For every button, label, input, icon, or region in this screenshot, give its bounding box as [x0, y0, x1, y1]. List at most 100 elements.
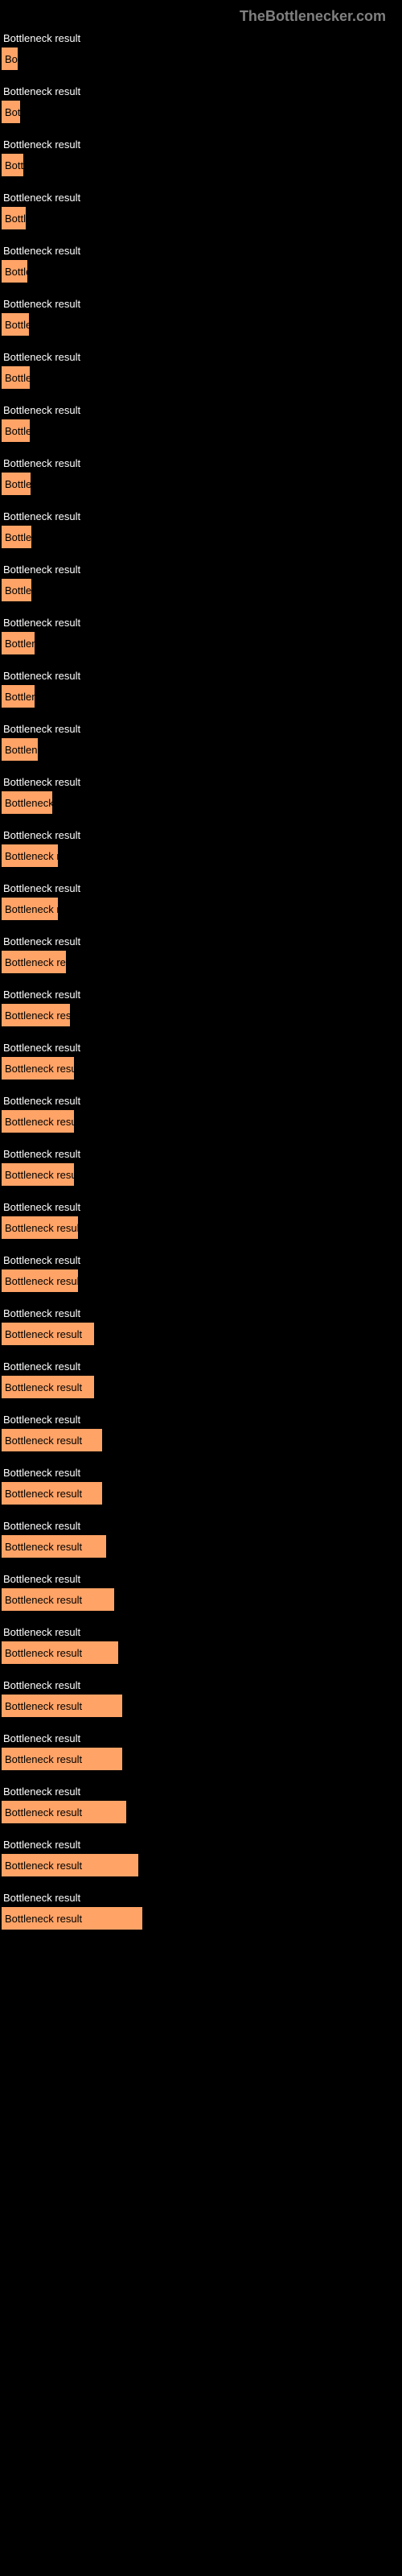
bar: Bottleneck result [2, 1588, 114, 1611]
bar-row: Bottleneck result [2, 1641, 402, 1664]
bar-row: Bottleneck result [2, 1854, 402, 1876]
bar-group: Bottleneck resultBottleneck result [2, 1095, 402, 1148]
bar-label: Bottleneck result [2, 1042, 402, 1054]
bar-row: Bottleneck result [2, 1907, 402, 1930]
bar-label: Bottleneck result [2, 1095, 402, 1107]
bar-label: Bottleneck result [2, 670, 402, 682]
bar-label: Bottleneck result [2, 564, 402, 576]
bar-row: Bottleneck result [2, 1535, 402, 1558]
bar: Bottleneck result [2, 473, 31, 495]
bar-label: Bottleneck result [2, 1307, 402, 1319]
bar-label: Bottleneck result [2, 192, 402, 204]
bar-group: Bottleneck resultBottleneck result [2, 32, 402, 85]
bar: Bottleneck result [2, 366, 30, 389]
bar-label: Bottleneck result [2, 1892, 402, 1904]
bar-label: Bottleneck result [2, 404, 402, 416]
bar-row: Bottleneck result [2, 1429, 402, 1451]
bar-row: Bottleneck result [2, 844, 402, 867]
bar: Bottleneck result [2, 579, 31, 601]
bar-group: Bottleneck result Bottleneck result [2, 1785, 402, 1839]
bar-label: Bottleneck result [2, 989, 402, 1001]
bar: Bottleneck result [2, 526, 31, 548]
bar: Bottleneck result [2, 419, 30, 442]
bar-row: Bottleneck result [2, 791, 402, 814]
bar-row: Bottleneck result [2, 685, 402, 708]
bar-label: Bottleneck result [2, 776, 402, 788]
bar: Bottleneck result [2, 313, 29, 336]
bar-label: Bottleneck result [2, 245, 402, 257]
bar-label: Bottleneck result [2, 1679, 402, 1691]
bar-label: Bottleneck result [2, 723, 402, 735]
bar-row: Bottleneck result [2, 1695, 402, 1717]
bar-label: Bottleneck result [2, 617, 402, 629]
bar-group: Bottleneck resultBottleneck result [2, 829, 402, 882]
bar-group: Bottleneck resultBottleneck result [2, 1201, 402, 1254]
bar-label: Bottleneck result [2, 32, 402, 44]
bar: Bottleneck result [2, 1535, 106, 1558]
bar: Bottleneck result [2, 1269, 78, 1292]
bar: Bottleneck result [2, 738, 38, 761]
bar-row: Bottleneck result [2, 154, 402, 176]
bar-row: Bottleneck result [2, 1323, 402, 1345]
bar: Bottleneck result [2, 1376, 94, 1398]
bar: Bottleneck result [2, 1163, 74, 1186]
bar-group: Bottleneck result Bottleneck result [2, 989, 402, 1042]
bar: Bottleneck result [2, 1907, 142, 1930]
bar-label: Bottleneck result [2, 882, 402, 894]
bar-group: Bottleneck result Bottleneck result [2, 1148, 402, 1201]
bar-row: Bottleneck result [2, 1482, 402, 1505]
bar-group: Bottleneck result Bottleneck result [2, 882, 402, 935]
bar-row: Bottleneck result [2, 1004, 402, 1026]
bar-label: Bottleneck result [2, 1839, 402, 1851]
bar: Bottleneck result [2, 685, 35, 708]
bar-group: Bottleneck result Bottleneck result [2, 670, 402, 723]
bar-row: Bottleneck result [2, 366, 402, 389]
bar-label: Bottleneck result [2, 1520, 402, 1532]
bar-row: Bottleneck result [2, 260, 402, 283]
bar: Bottleneck result [2, 1429, 102, 1451]
bar-row: Bottleneck result [2, 898, 402, 920]
bar-label: Bottleneck result [2, 1414, 402, 1426]
bar-row: Bottleneck result [2, 1057, 402, 1080]
bar-group: Bottleneck result Bottleneck result [2, 1839, 402, 1892]
bar-label: Bottleneck result [2, 1360, 402, 1373]
bar-row: Bottleneck result [2, 632, 402, 654]
bar-label: Bottleneck result [2, 1732, 402, 1744]
bar-label: Bottleneck result [2, 1785, 402, 1798]
bar: Bottleneck result [2, 1854, 138, 1876]
bar-label: Bottleneck result [2, 298, 402, 310]
bar-group: Bottleneck result Bottleneck result [2, 457, 402, 510]
bar-group: Bottleneck result Bottleneck result [2, 1307, 402, 1360]
bar-group: Bottleneck resultBottleneck result [2, 1254, 402, 1307]
bar-label: Bottleneck result [2, 1148, 402, 1160]
bar-group: Bottleneck result Bottleneck result [2, 510, 402, 564]
bar-row: Bottleneck result [2, 473, 402, 495]
bar: Bottleneck result [2, 1641, 118, 1664]
bar-label: Bottleneck result [2, 935, 402, 947]
bar-row: Bottleneck result [2, 1748, 402, 1770]
bar-group: Bottleneck result Bottleneck result [2, 1042, 402, 1095]
bar-row: Bottleneck result [2, 1588, 402, 1611]
bar: Bottleneck result [2, 207, 26, 229]
bar: Bottleneck result [2, 632, 35, 654]
bar-row: Bottleneck result [2, 1801, 402, 1823]
chart-container: Bottleneck result Bottleneck result Bottle… [0, 0, 402, 1945]
bar-label: Bottleneck result [2, 1467, 402, 1479]
bar-label: Bottleneck result [2, 457, 402, 469]
bar: Bottleneck result [2, 1323, 94, 1345]
bar-group: Bottleneck result Bottleneck result [2, 1573, 402, 1626]
bar-group: Bottleneck resultBottleneck result [2, 138, 402, 192]
bar-label: Bottleneck result [2, 351, 402, 363]
bar-label: Bottleneck result [2, 1626, 402, 1638]
bar-label: Bottleneck result [2, 510, 402, 522]
bar-label: Bottleneck result [2, 1573, 402, 1585]
bar-label: Bottleneck result [2, 1201, 402, 1213]
bar-row: Bottleneck result [2, 951, 402, 973]
bar-group: Bottleneck result Bottleneck result [2, 1679, 402, 1732]
bar-group: Bottleneck result Bottleneck result [2, 1467, 402, 1520]
bar-group: Bottleneck result Bottleneck result [2, 1732, 402, 1785]
bar-group: Bottleneck result Bottleneck result [2, 404, 402, 457]
bar: Bottleneck result [2, 1695, 122, 1717]
bar-group: Bottleneck result Bottleneck result [2, 192, 402, 245]
bar: Bottleneck result [2, 101, 20, 123]
